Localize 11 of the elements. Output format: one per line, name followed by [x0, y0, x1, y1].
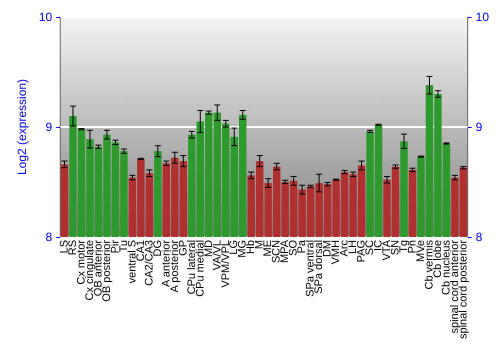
x-tick-label: OB posterior — [100, 240, 113, 302]
y2-tick-label: 10 — [476, 10, 490, 24]
x-tick-label: spinal cord posterior — [457, 240, 470, 340]
y2-tick-label: 9 — [476, 120, 483, 134]
x-tick-label: Tg — [398, 240, 410, 253]
x-tick-label: A posterior — [168, 240, 181, 293]
y-tick-label: 9 — [46, 120, 53, 134]
y-tick-label: 8 — [46, 230, 53, 244]
y2-tick-label: 8 — [476, 230, 483, 244]
y-tick-label: 10 — [38, 10, 53, 24]
y-axis-title: Log2 (expression) — [15, 78, 29, 176]
